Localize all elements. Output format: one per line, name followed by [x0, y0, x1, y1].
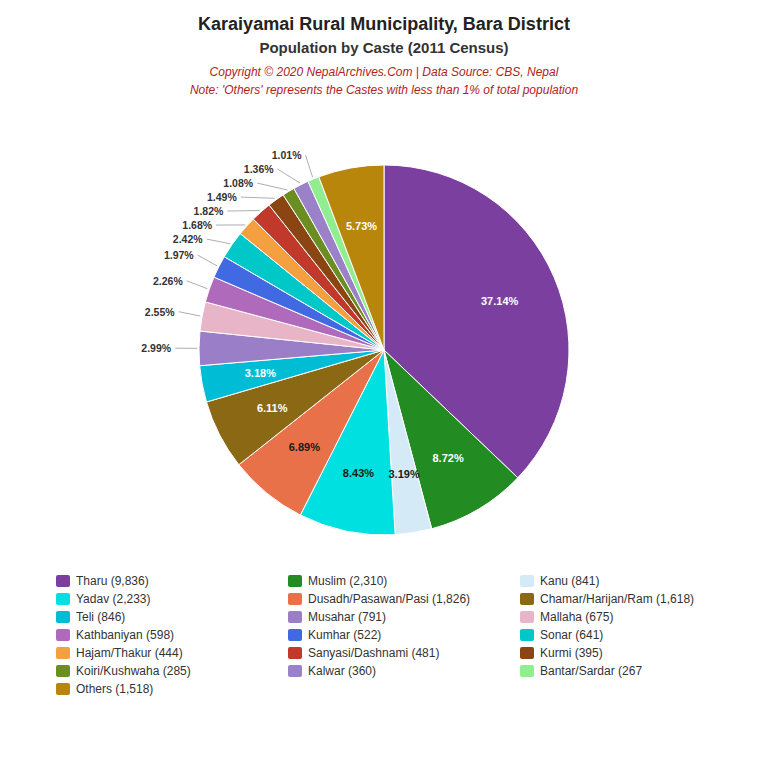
legend-label: Koiri/Kushwaha (285) — [76, 664, 191, 678]
background — [0, 0, 768, 768]
legend-swatch — [288, 665, 302, 677]
leader-line — [179, 312, 201, 316]
data-label: 1.68% — [182, 219, 212, 231]
legend-label: Yadav (2,233) — [76, 592, 151, 606]
legend-swatch — [520, 665, 534, 677]
legend-swatch — [288, 593, 302, 605]
legend-label: Others (1,518) — [76, 682, 153, 696]
data-label: 2.42% — [173, 233, 203, 245]
leader-line — [198, 255, 217, 266]
data-label: 37.14% — [481, 295, 519, 307]
data-label: 6.89% — [289, 441, 320, 453]
legend-swatch — [56, 629, 70, 641]
legend-swatch — [56, 665, 70, 677]
leader-line — [175, 348, 197, 349]
title: Karaiyamai Rural Municipality, Bara Dist… — [198, 14, 570, 34]
legend-label: Teli (846) — [76, 610, 125, 624]
legend-swatch — [520, 629, 534, 641]
pie — [199, 165, 569, 535]
legend-swatch — [288, 575, 302, 587]
legend-label: Kathbaniyan (598) — [76, 628, 174, 642]
data-label: 1.49% — [207, 191, 237, 203]
legend-label: Kurmi (395) — [540, 646, 603, 660]
data-label: 3.19% — [388, 468, 419, 480]
data-label: 2.55% — [145, 306, 175, 318]
data-label: 3.18% — [245, 367, 276, 379]
data-label: 5.73% — [346, 220, 377, 232]
legend-label: Musahar (791) — [308, 610, 386, 624]
legend-swatch — [288, 611, 302, 623]
legend-swatch — [520, 647, 534, 659]
legend-label: Muslim (2,310) — [308, 574, 387, 588]
legend-swatch — [288, 647, 302, 659]
legend-label: Dusadh/Pasawan/Pasi (1,826) — [308, 592, 470, 606]
data-label: 1.97% — [164, 249, 194, 261]
legend-label: Bantar/Sardar (267 — [540, 664, 642, 678]
leader-line — [278, 169, 300, 183]
leader-line — [187, 281, 208, 289]
subtitle: Population by Caste (2011 Census) — [259, 39, 508, 56]
leader-line — [207, 239, 231, 244]
leader-line — [227, 210, 259, 212]
data-label: 1.82% — [194, 205, 224, 217]
legend-swatch — [520, 575, 534, 587]
data-label: 6.11% — [257, 402, 288, 414]
legend-label: Kalwar (360) — [308, 664, 376, 678]
legend-label: Tharu (9,836) — [76, 574, 149, 588]
legend-label: Sonar (641) — [540, 628, 603, 642]
pie-slice — [319, 165, 384, 350]
data-label: 8.43% — [343, 467, 374, 479]
leader-line — [305, 155, 312, 177]
legend-swatch — [56, 683, 70, 695]
legend-label: Hajam/Thakur (444) — [76, 646, 183, 660]
data-label: 1.01% — [272, 149, 302, 161]
legend-swatch — [56, 647, 70, 659]
legend-swatch — [56, 575, 70, 587]
legend-swatch — [520, 611, 534, 623]
data-label: 1.08% — [223, 177, 253, 189]
annotation: Note: 'Others' represents the Castes wit… — [190, 83, 578, 97]
legend-label: Kanu (841) — [540, 574, 599, 588]
legend-label: Chamar/Harijan/Ram (1,618) — [540, 592, 694, 606]
legend-label: Kumhar (522) — [308, 628, 381, 642]
legend-label: Sanyasi/Dashnami (481) — [308, 646, 439, 660]
leader-line — [241, 197, 275, 198]
legend-swatch — [56, 611, 70, 623]
data-label: 2.26% — [153, 275, 183, 287]
legend: Tharu (9,836) Muslim (2,310) Kanu (841) Yad… — [56, 574, 694, 696]
data-label: 8.72% — [432, 452, 463, 464]
leader-line — [257, 183, 287, 190]
legend-swatch — [288, 629, 302, 641]
data-label: 2.99% — [141, 342, 171, 354]
data-label: 1.36% — [244, 163, 274, 175]
data-labels: 37.14% 8.72% 3.19% 8.43% 6.89% 6.11% 3.18% 5.73… — [141, 149, 518, 480]
annotation: Copyright © 2020 NepalArchives.Com | Dat… — [210, 65, 559, 79]
legend-swatch — [56, 593, 70, 605]
legend-swatch — [520, 593, 534, 605]
leader-line — [216, 224, 245, 225]
chart: Karaiyamai Rural Municipality, Bara Dist… — [0, 0, 768, 768]
legend-label: Mallaha (675) — [540, 610, 613, 624]
